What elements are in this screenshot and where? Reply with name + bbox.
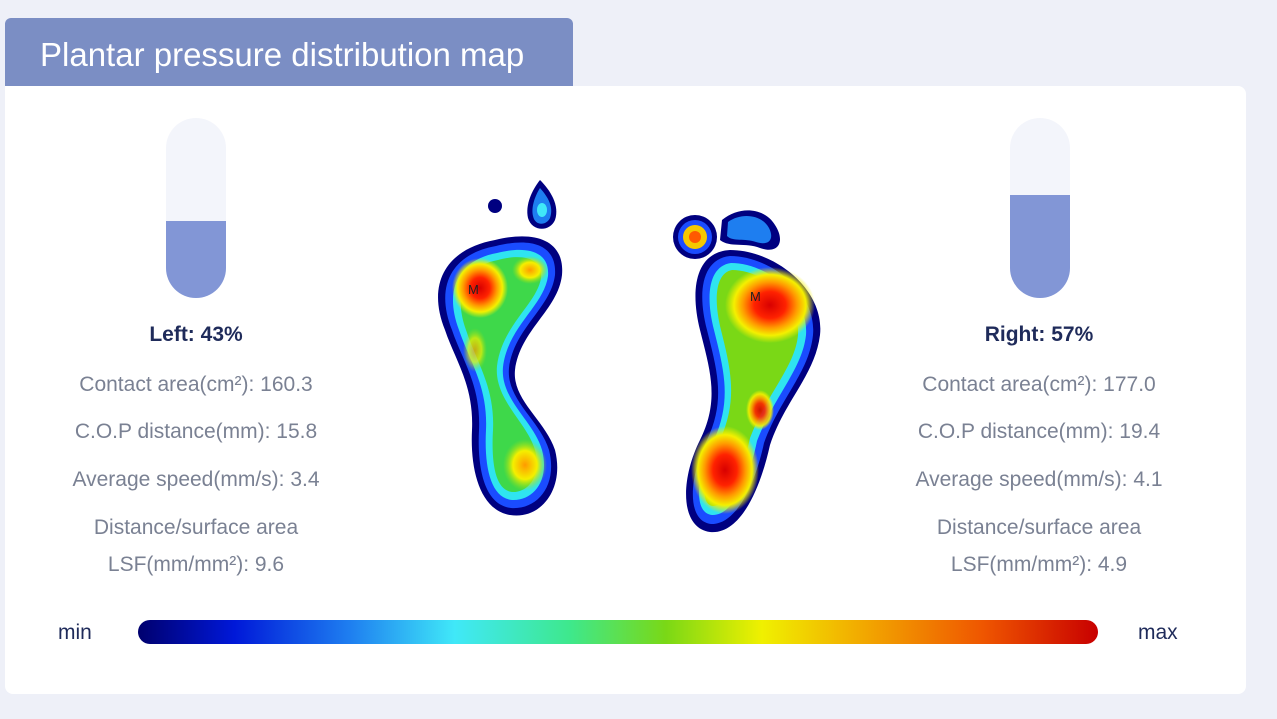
header-tab: Plantar pressure distribution map	[5, 18, 573, 86]
right-forefoot-hotspot	[725, 267, 815, 343]
right-percent-label: Right: 57%	[984, 323, 1094, 346]
right-lsf-value: LSF(mm/mm²): 4.9	[950, 553, 1128, 576]
left-small-toe	[488, 199, 502, 213]
left-contact-area: Contact area(cm²): 160.3	[79, 373, 313, 396]
right-percent-gauge	[1010, 118, 1070, 298]
right-gauge-fill	[1010, 195, 1070, 298]
left-percent-gauge	[166, 118, 226, 298]
scale-max-label: max	[1138, 621, 1178, 644]
right-heel-hotspot	[691, 426, 759, 514]
left-lsf-title: Distance/surface area	[93, 516, 299, 539]
right-contact-area: Contact area(cm²): 177.0	[922, 373, 1156, 396]
scale-min-label: min	[58, 621, 92, 644]
left-lsf-value: LSF(mm/mm²): 9.6	[107, 553, 285, 576]
left-foot-map: M	[438, 180, 563, 516]
left-heel-hotspot	[503, 439, 547, 491]
right-average-speed: Average speed(mm/s): 4.1	[915, 468, 1163, 491]
right-cop-distance: C.O.P distance(mm): 19.4	[917, 420, 1161, 443]
plantar-pressure-heatmap: M M	[438, 180, 821, 533]
left-lateral-hotspot	[512, 256, 548, 284]
left-average-speed: Average speed(mm/s): 3.4	[72, 468, 320, 491]
left-forefoot-hotspot	[452, 258, 508, 318]
left-cop-distance: C.O.P distance(mm): 15.8	[74, 420, 318, 443]
left-gauge-fill	[166, 220, 226, 298]
left-percent-label: Left: 43%	[149, 323, 243, 346]
right-foot-map: M	[673, 210, 821, 533]
pressure-color-scale	[138, 620, 1098, 644]
left-max-marker: M	[468, 282, 479, 297]
right-max-marker: M	[750, 289, 761, 304]
right-lsf-title: Distance/surface area	[936, 516, 1142, 539]
page-title: Plantar pressure distribution map	[40, 36, 525, 73]
